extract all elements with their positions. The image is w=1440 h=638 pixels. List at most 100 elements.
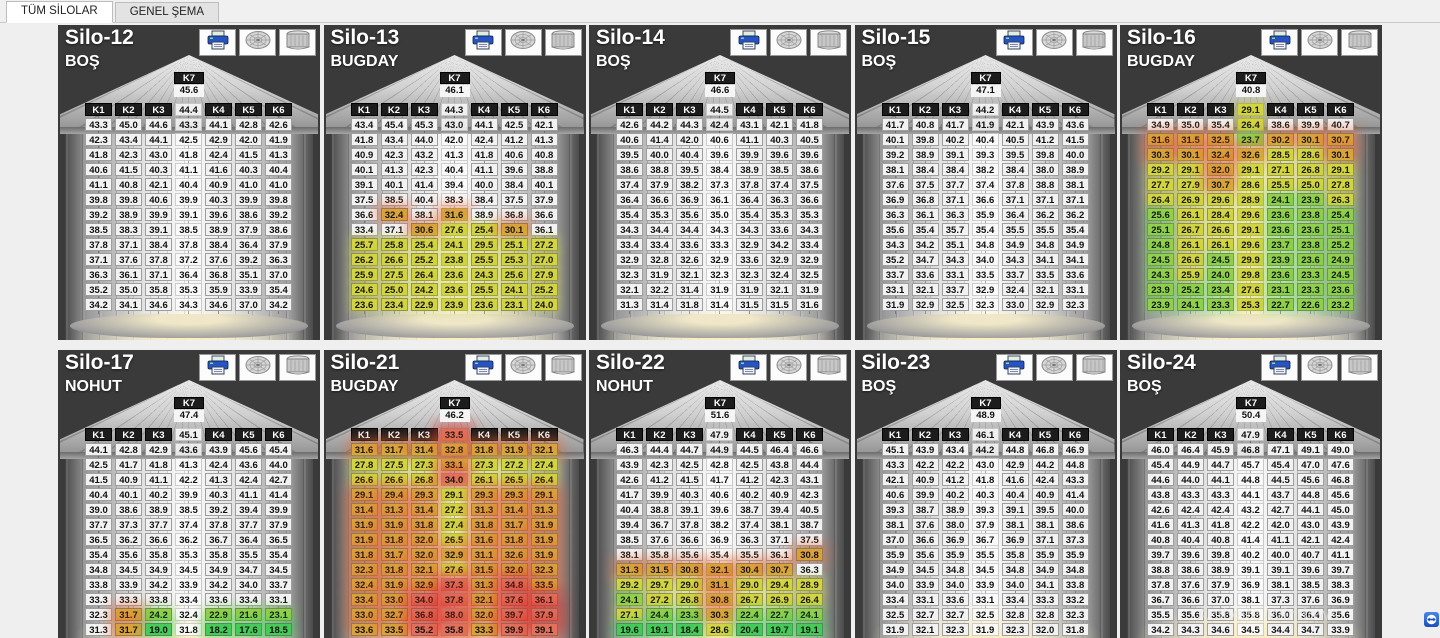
silo-3d-view-button[interactable] bbox=[1075, 29, 1113, 56]
temp-cell: 39.8 bbox=[911, 133, 939, 146]
temp-cell: 36.6 bbox=[676, 533, 703, 546]
temp-cell: 39.1 bbox=[530, 623, 558, 636]
temp-cell: 40.1 bbox=[530, 178, 558, 191]
temp-cell: 35.4 bbox=[265, 283, 292, 296]
print-button[interactable] bbox=[995, 29, 1033, 56]
silo-top-view-button[interactable] bbox=[770, 354, 807, 381]
temp-cell: 27.5 bbox=[380, 268, 408, 281]
temp-cell: 19.0 bbox=[145, 623, 172, 636]
temp-cell: 39.9 bbox=[175, 193, 202, 206]
temp-cell: 32.9 bbox=[971, 283, 999, 296]
temp-cell: 37.0 bbox=[881, 533, 909, 546]
silo-3d-view-button[interactable] bbox=[810, 354, 847, 381]
teamviewer-icon[interactable] bbox=[1424, 612, 1439, 627]
temp-cell: 43.8 bbox=[1147, 488, 1174, 501]
temp-cell: 32.0 bbox=[500, 563, 528, 576]
print-button[interactable] bbox=[730, 29, 767, 56]
temp-cell: 38.4 bbox=[205, 238, 232, 251]
temp-cell: 39.8 bbox=[265, 193, 292, 206]
column-header: K6 bbox=[796, 428, 823, 441]
temp-cell: 32.5 bbox=[971, 608, 999, 621]
silo-top-view-button[interactable] bbox=[1035, 354, 1073, 381]
silo-top-view-button[interactable] bbox=[239, 29, 276, 56]
temp-cell: 40.6 bbox=[706, 133, 733, 146]
silo-base bbox=[335, 314, 574, 338]
temp-cell: 38.8 bbox=[646, 163, 673, 176]
temp-cell: 24.5 bbox=[1327, 268, 1354, 281]
temp-cell: 38.1 bbox=[881, 163, 909, 176]
print-button[interactable] bbox=[199, 29, 236, 56]
temp-cell: 34.4 bbox=[1267, 623, 1294, 636]
temp-cell: 23.7 bbox=[1237, 133, 1264, 146]
temp-cell: 33.4 bbox=[350, 593, 378, 606]
temp-cell: 35.9 bbox=[941, 548, 969, 561]
temp-cell: 28.5 bbox=[1267, 148, 1294, 161]
temp-cell: 41.7 bbox=[115, 458, 142, 471]
temp-cell: 32.4 bbox=[1207, 148, 1234, 161]
print-button[interactable] bbox=[730, 354, 767, 381]
temp-cell: 43.0 bbox=[971, 458, 999, 471]
temp-cell: 39.6 bbox=[706, 503, 733, 516]
silo-top-view-button[interactable] bbox=[1301, 354, 1338, 381]
temp-cell: 40.8 bbox=[1147, 533, 1174, 546]
column-header: K6 bbox=[530, 103, 558, 116]
silo-3d-view-button[interactable] bbox=[279, 29, 316, 56]
temp-cell: 24.6 bbox=[350, 283, 378, 296]
temp-cell: 38.5 bbox=[85, 223, 112, 236]
temp-cell: 41.3 bbox=[530, 133, 558, 146]
temp-cell: 35.4 bbox=[971, 223, 999, 236]
temp-cell: 32.9 bbox=[440, 548, 468, 561]
k7-top-value: 45.6 bbox=[174, 85, 204, 97]
column-header: K1 bbox=[616, 103, 643, 116]
temp-cell: 40.2 bbox=[941, 133, 969, 146]
temp-cell: 42.4 bbox=[1327, 533, 1354, 546]
silo-top-view-button[interactable] bbox=[1035, 29, 1073, 56]
temp-cell: 44.1 bbox=[145, 133, 172, 146]
silo-top-view-button[interactable] bbox=[504, 29, 542, 56]
tab-tum-silolar[interactable]: TÜM SİLOLAR bbox=[6, 1, 113, 23]
temp-cell: 40.3 bbox=[205, 488, 232, 501]
temp-cell: 41.4 bbox=[1237, 533, 1264, 546]
silo-product-label: BOŞ bbox=[65, 53, 100, 70]
temp-cell: 33.9 bbox=[971, 578, 999, 591]
temp-cell: 33.3 bbox=[706, 238, 733, 251]
temp-cell: 43.9 bbox=[616, 458, 643, 471]
silo-top-view-button[interactable] bbox=[504, 354, 542, 381]
temp-cell: 33.6 bbox=[911, 268, 939, 281]
silo-top-view-icon bbox=[244, 29, 272, 56]
print-button[interactable] bbox=[995, 354, 1033, 381]
temp-cell: 38.6 bbox=[616, 163, 643, 176]
temp-cell: 31.9 bbox=[796, 283, 823, 296]
silo-3d-view-button[interactable] bbox=[810, 29, 847, 56]
silo-3d-view-button[interactable] bbox=[1341, 29, 1378, 56]
temp-cell: 24.2 bbox=[410, 283, 438, 296]
silo-base bbox=[70, 314, 308, 338]
tab-genel-sema[interactable]: GENEL ŞEMA bbox=[114, 2, 220, 22]
print-button[interactable] bbox=[1261, 29, 1298, 56]
temp-cell: 31.4 bbox=[350, 503, 378, 516]
silo-3d-view-button[interactable] bbox=[544, 354, 582, 381]
temp-cell: 34.7 bbox=[235, 563, 262, 576]
temp-cell: 31.8 bbox=[380, 563, 408, 576]
silo-top-view-button[interactable] bbox=[239, 354, 276, 381]
print-button[interactable] bbox=[1261, 354, 1298, 381]
temp-cell: 38.2 bbox=[676, 178, 703, 191]
temp-cell: 30.8 bbox=[796, 548, 823, 561]
silo-3d-view-button[interactable] bbox=[544, 29, 582, 56]
print-button[interactable] bbox=[199, 354, 236, 381]
temp-cell: 26.4 bbox=[796, 593, 823, 606]
silo-3d-view-button[interactable] bbox=[1341, 354, 1378, 381]
silo-3d-view-button[interactable] bbox=[1075, 354, 1113, 381]
temp-cell: 31.6 bbox=[1147, 133, 1174, 146]
temp-cell: 31.3 bbox=[85, 623, 112, 636]
print-button[interactable] bbox=[464, 29, 502, 56]
temp-cell: 25.1 bbox=[1327, 223, 1354, 236]
temp-cell: 31.9 bbox=[350, 518, 378, 531]
temp-cell: 36.8 bbox=[500, 208, 528, 221]
silo-3d-view-button[interactable] bbox=[279, 354, 316, 381]
silo-top-view-button[interactable] bbox=[770, 29, 807, 56]
silo-top-view-button[interactable] bbox=[1301, 29, 1338, 56]
temp-cell: 40.2 bbox=[1237, 548, 1264, 561]
print-button[interactable] bbox=[464, 354, 502, 381]
silo-product-label: BOŞ bbox=[596, 53, 631, 70]
